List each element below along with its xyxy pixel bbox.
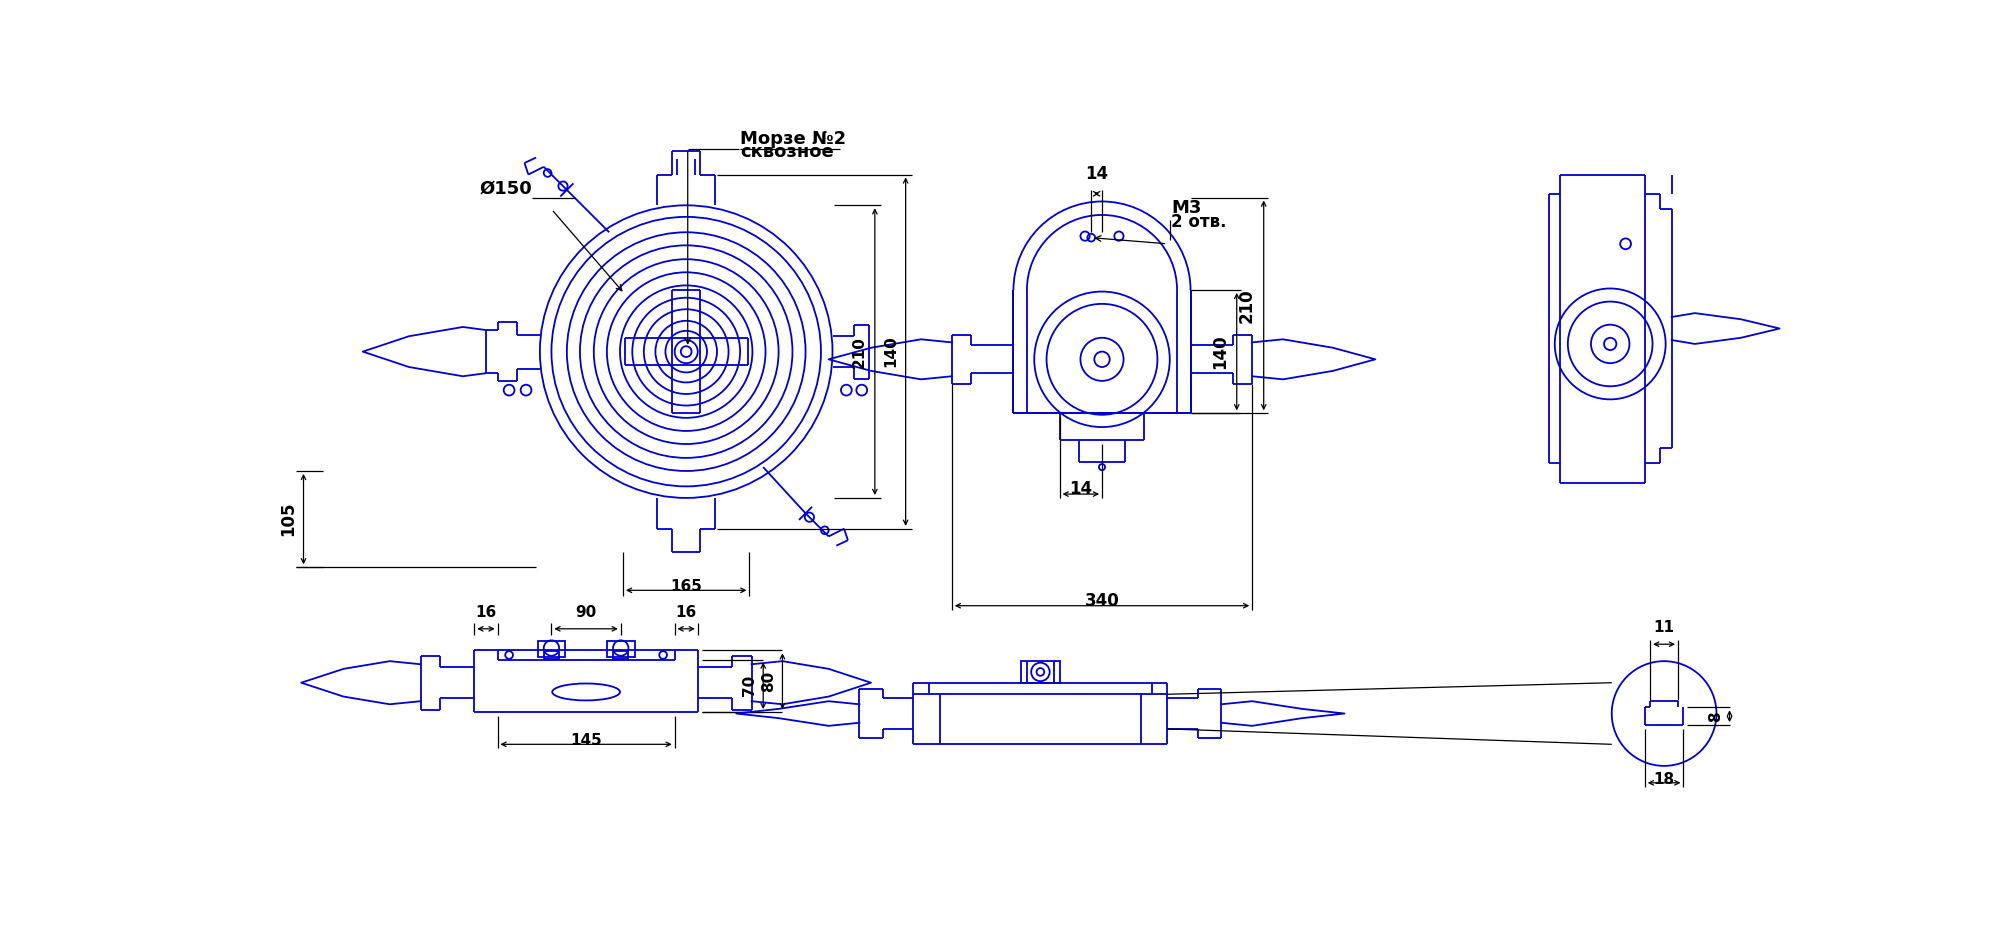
- Bar: [538, 641, 566, 657]
- Text: 70: 70: [742, 676, 758, 696]
- Text: Ø150: Ø150: [480, 180, 532, 198]
- Text: 210: 210: [1238, 288, 1256, 323]
- Text: Морзе №2: Морзе №2: [740, 130, 846, 148]
- Text: 105: 105: [280, 502, 298, 536]
- Text: 90: 90: [576, 604, 596, 619]
- Text: 14: 14: [1070, 480, 1092, 498]
- Bar: [606, 641, 634, 657]
- Text: 14: 14: [1086, 165, 1108, 183]
- Text: 16: 16: [476, 604, 496, 619]
- Text: 16: 16: [676, 604, 696, 619]
- Text: 340: 340: [1084, 592, 1120, 610]
- Bar: [1022, 662, 1060, 683]
- Bar: [544, 651, 560, 659]
- Bar: [614, 651, 628, 659]
- Text: 80: 80: [762, 671, 776, 692]
- Text: 8: 8: [1708, 710, 1724, 722]
- Text: 11: 11: [1654, 620, 1674, 635]
- Text: 18: 18: [1654, 772, 1674, 787]
- Text: 210: 210: [852, 336, 868, 368]
- Text: 165: 165: [670, 579, 702, 594]
- Text: M3: M3: [1172, 199, 1202, 216]
- Text: сквозное: сквозное: [740, 143, 834, 162]
- Text: 140: 140: [882, 336, 898, 368]
- Text: 145: 145: [570, 733, 602, 748]
- Text: 140: 140: [1212, 334, 1230, 369]
- Text: 2 отв.: 2 отв.: [1172, 213, 1226, 231]
